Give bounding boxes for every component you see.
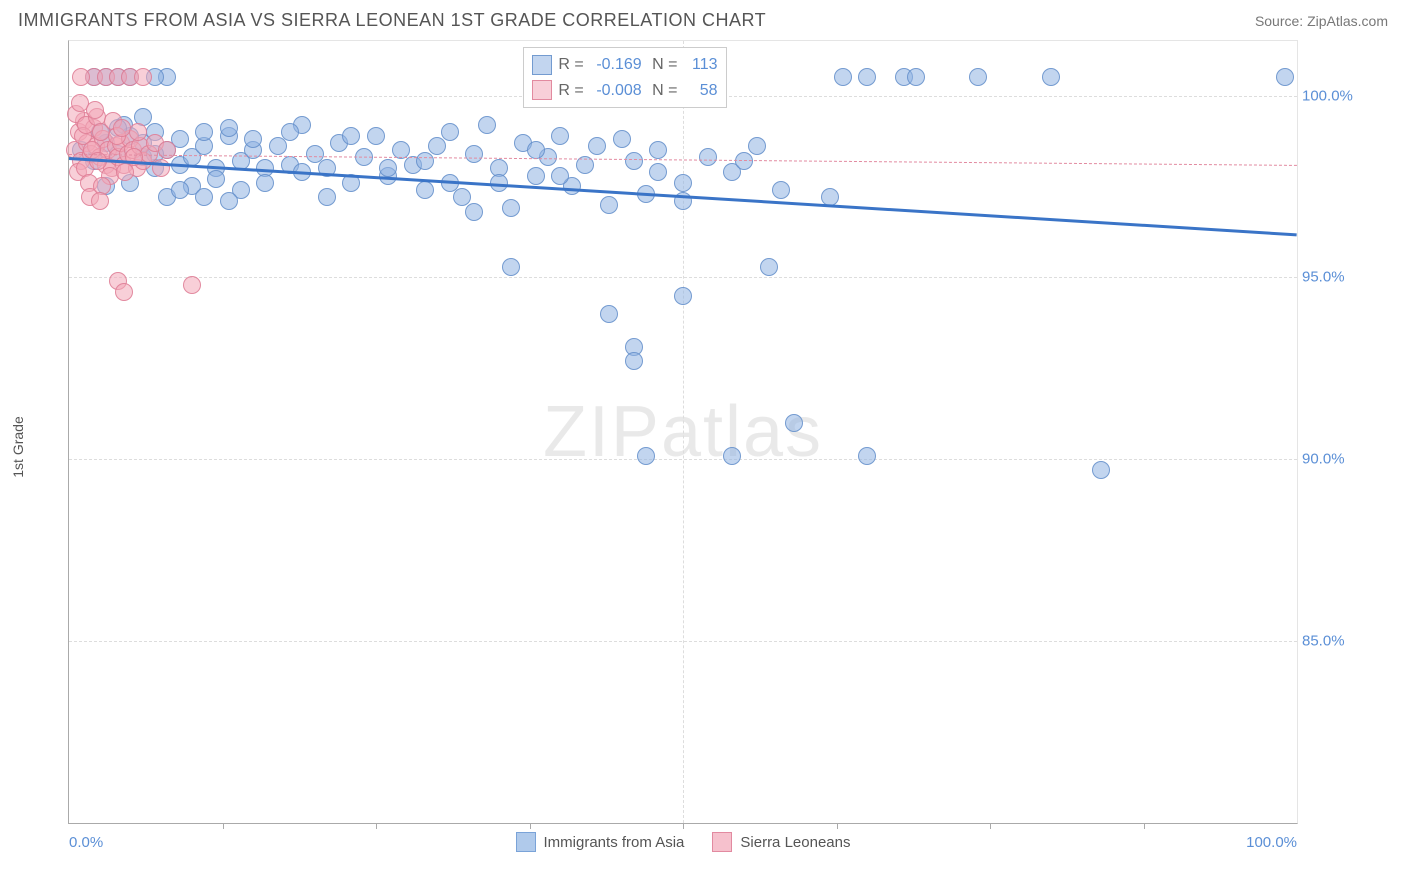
data-point xyxy=(91,192,109,210)
data-point xyxy=(416,181,434,199)
data-point xyxy=(785,414,803,432)
data-point xyxy=(772,181,790,199)
stats-legend: R = -0.169 N =113 R = -0.008 N =58 xyxy=(523,47,726,108)
data-point xyxy=(723,447,741,465)
data-point xyxy=(760,258,778,276)
y-tick-label: 90.0% xyxy=(1302,451,1382,468)
data-point xyxy=(256,174,274,192)
legend-R-label: R = xyxy=(558,78,583,104)
x-tick-mark xyxy=(376,823,377,829)
y-axis-label: 1st Grade xyxy=(10,416,26,477)
data-point xyxy=(1042,68,1060,86)
data-point xyxy=(428,137,446,155)
y-tick-label: 95.0% xyxy=(1302,269,1382,286)
data-point xyxy=(600,196,618,214)
data-point xyxy=(115,283,133,301)
legend-N-label: N = xyxy=(648,52,678,78)
data-point xyxy=(858,68,876,86)
data-point xyxy=(195,123,213,141)
data-point xyxy=(244,130,262,148)
data-point xyxy=(134,68,152,86)
data-point xyxy=(318,188,336,206)
data-point xyxy=(613,130,631,148)
data-point xyxy=(527,141,545,159)
data-point xyxy=(674,287,692,305)
x-tick-mark xyxy=(990,823,991,829)
legend-R-label: R = xyxy=(558,52,583,78)
data-point xyxy=(1092,461,1110,479)
data-point xyxy=(858,447,876,465)
data-point xyxy=(441,123,459,141)
data-point xyxy=(649,141,667,159)
x-tick-mark xyxy=(223,823,224,829)
plot-area: ZIPatlas 85.0%90.0%95.0%100.0%0.0%100.0%… xyxy=(68,40,1298,824)
y-tick-label: 85.0% xyxy=(1302,633,1382,650)
data-point xyxy=(379,159,397,177)
legend-N-label: N = xyxy=(648,78,678,104)
data-point xyxy=(907,68,925,86)
chart-container: 1st Grade ZIPatlas 85.0%90.0%95.0%100.0%… xyxy=(18,40,1388,854)
data-point xyxy=(367,127,385,145)
x-tick-mark xyxy=(683,823,684,829)
data-point xyxy=(527,167,545,185)
data-point xyxy=(600,305,618,323)
data-point xyxy=(625,352,643,370)
data-point xyxy=(183,276,201,294)
data-point xyxy=(195,188,213,206)
data-point xyxy=(465,145,483,163)
data-point xyxy=(465,203,483,221)
data-point xyxy=(129,123,147,141)
data-point xyxy=(207,170,225,188)
data-point xyxy=(699,148,717,166)
data-point xyxy=(834,68,852,86)
data-point xyxy=(502,258,520,276)
legend-R-value: -0.008 xyxy=(590,78,642,104)
legend-bottom: Immigrants from Asia Sierra Leoneans xyxy=(68,832,1298,852)
legend-label: Sierra Leoneans xyxy=(740,834,850,851)
data-point xyxy=(625,152,643,170)
data-point xyxy=(220,119,238,137)
x-tick-mark xyxy=(530,823,531,829)
source-attribution: Source: ZipAtlas.com xyxy=(1255,13,1388,29)
data-point xyxy=(72,68,90,86)
legend-item: Immigrants from Asia xyxy=(516,832,685,852)
data-point xyxy=(551,127,569,145)
data-point xyxy=(86,101,104,119)
gridline-v xyxy=(683,41,684,823)
data-point xyxy=(478,116,496,134)
data-point xyxy=(269,137,287,155)
data-point xyxy=(281,123,299,141)
legend-R-value: -0.169 xyxy=(590,52,642,78)
y-tick-label: 100.0% xyxy=(1302,87,1382,104)
legend-item: Sierra Leoneans xyxy=(712,832,850,852)
data-point xyxy=(113,119,131,137)
legend-swatch xyxy=(532,80,552,100)
legend-N-value: 58 xyxy=(684,78,718,104)
chart-title: IMMIGRANTS FROM ASIA VS SIERRA LEONEAN 1… xyxy=(18,10,766,31)
data-point xyxy=(674,174,692,192)
x-tick-mark xyxy=(837,823,838,829)
data-point xyxy=(551,167,569,185)
legend-swatch xyxy=(516,832,536,852)
data-point xyxy=(649,163,667,181)
data-point xyxy=(748,137,766,155)
data-point xyxy=(1276,68,1294,86)
legend-swatch xyxy=(532,55,552,75)
data-point xyxy=(342,127,360,145)
data-point xyxy=(220,192,238,210)
data-point xyxy=(158,141,176,159)
data-point xyxy=(637,447,655,465)
data-point xyxy=(171,181,189,199)
data-point xyxy=(416,152,434,170)
data-point xyxy=(588,137,606,155)
x-tick-mark xyxy=(1144,823,1145,829)
data-point xyxy=(502,199,520,217)
legend-swatch xyxy=(712,832,732,852)
data-point xyxy=(969,68,987,86)
legend-N-value: 113 xyxy=(684,52,718,78)
legend-label: Immigrants from Asia xyxy=(544,834,685,851)
